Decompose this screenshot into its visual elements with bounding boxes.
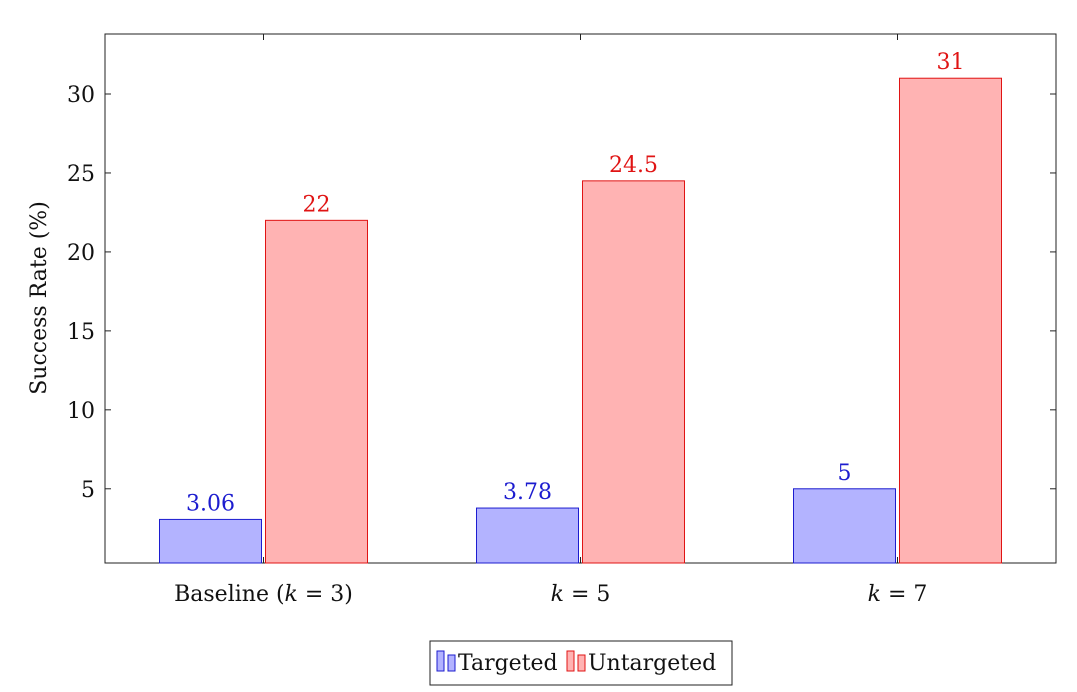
data-label-targeted: 3.78	[503, 480, 552, 505]
y-tick-label: 10	[67, 399, 95, 424]
legend-label-untargeted: Untargeted	[588, 651, 716, 676]
bar-untargeted	[582, 180, 685, 564]
data-label-untargeted: 22	[303, 192, 331, 217]
y-tick-label: 20	[67, 241, 95, 266]
y-tick-label: 25	[67, 162, 95, 187]
legend-items: Targeted Untargeted	[436, 650, 716, 676]
x-category-label: k = 7	[868, 582, 928, 607]
x-axis-categories: Baseline (k = 3) k = 5 k = 7	[174, 34, 927, 607]
data-label-targeted: 5	[838, 461, 852, 486]
y-axis-ticks: 5 10 15 20 25 30	[67, 83, 1056, 503]
data-label-targeted: 3.06	[186, 491, 235, 516]
bar-untargeted	[265, 219, 368, 564]
legend-swatch-targeted	[447, 654, 456, 672]
bar-targeted	[159, 518, 262, 564]
y-tick-label: 15	[67, 320, 95, 345]
y-tick-label: 5	[81, 478, 95, 503]
data-label-untargeted: 31	[937, 50, 965, 75]
data-labels: 3.06 22 3.78 24.5 5 31	[186, 50, 964, 516]
legend-swatch-untargeted	[577, 654, 586, 672]
data-label-untargeted: 24.5	[609, 153, 658, 178]
bar-targeted	[793, 488, 896, 564]
bars	[159, 77, 1002, 564]
legend: Targeted Untargeted	[429, 640, 733, 686]
bar-untargeted	[899, 77, 1002, 564]
bar-targeted	[476, 507, 579, 564]
x-category-label: Baseline (k = 3)	[174, 582, 353, 607]
y-tick-label: 30	[67, 83, 95, 108]
legend-swatch-untargeted	[566, 650, 575, 672]
x-category-label: k = 5	[551, 582, 611, 607]
legend-swatch-targeted	[436, 650, 445, 672]
y-axis-label: Success Rate (%)	[27, 201, 52, 395]
legend-label-targeted: Targeted	[458, 651, 558, 676]
